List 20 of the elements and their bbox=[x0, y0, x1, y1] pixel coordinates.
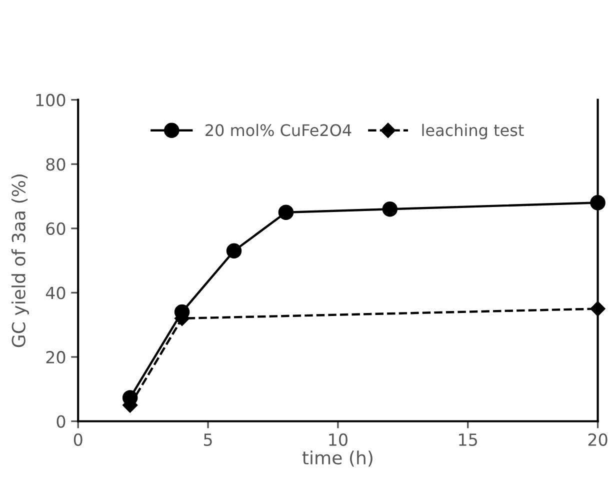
legend-label: leaching test bbox=[422, 124, 524, 140]
x-tick-label: 20 bbox=[588, 433, 608, 446]
y-tick-label: 80 bbox=[46, 158, 66, 171]
x-tick-label: 0 bbox=[74, 433, 82, 446]
point bbox=[226, 243, 242, 259]
x-tick-label: 15 bbox=[459, 434, 478, 446]
y-tick-label: 20 bbox=[46, 350, 66, 364]
x-axis-title: time (h) bbox=[302, 450, 372, 467]
legend-label: 20 mol% CuFe2O4 bbox=[206, 124, 352, 136]
point bbox=[590, 195, 606, 210]
point bbox=[590, 301, 606, 316]
y-axis-title: GC yield of 3aa (%) bbox=[11, 174, 29, 348]
y-tick-label: 100 bbox=[36, 94, 66, 106]
x-tick-label: 10 bbox=[329, 433, 348, 446]
x-tick-label: 5 bbox=[204, 434, 212, 446]
point bbox=[382, 201, 398, 217]
y-tick-label: 40 bbox=[46, 286, 66, 300]
y-tick-label: 0 bbox=[56, 415, 66, 428]
point bbox=[278, 204, 294, 220]
y-tick-label: 60 bbox=[46, 222, 66, 235]
